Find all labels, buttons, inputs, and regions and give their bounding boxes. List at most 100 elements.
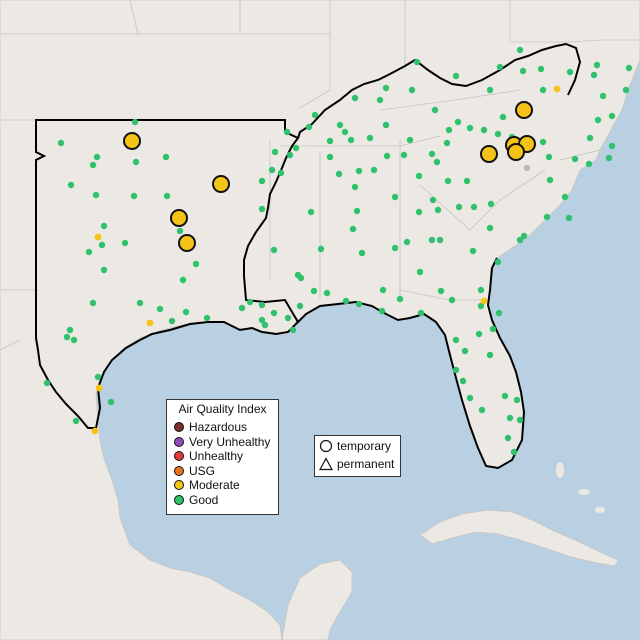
station-moderate-marker[interactable] xyxy=(95,384,103,392)
station-good-marker[interactable] xyxy=(342,297,350,305)
station-good-marker[interactable] xyxy=(489,325,497,333)
station-good-marker[interactable] xyxy=(594,116,602,124)
station-good-marker[interactable] xyxy=(286,151,294,159)
station-good-marker[interactable] xyxy=(310,287,318,295)
station-good-marker[interactable] xyxy=(305,123,313,131)
station-good-marker[interactable] xyxy=(565,214,573,222)
station-good-marker[interactable] xyxy=(347,136,355,144)
station-good-marker[interactable] xyxy=(431,106,439,114)
temporary-monitor-moderate-marker[interactable] xyxy=(170,209,188,227)
station-good-marker[interactable] xyxy=(463,177,471,185)
station-good-marker[interactable] xyxy=(434,206,442,214)
station-good-marker[interactable] xyxy=(366,134,374,142)
station-good-marker[interactable] xyxy=(351,183,359,191)
station-good-marker[interactable] xyxy=(292,144,300,152)
station-good-marker[interactable] xyxy=(100,222,108,230)
station-good-marker[interactable] xyxy=(163,192,171,200)
station-good-marker[interactable] xyxy=(270,246,278,254)
station-good-marker[interactable] xyxy=(72,417,80,425)
station-good-marker[interactable] xyxy=(383,152,391,160)
station-good-marker[interactable] xyxy=(294,271,302,279)
station-good-marker[interactable] xyxy=(494,258,502,266)
station-good-marker[interactable] xyxy=(590,71,598,79)
station-good-marker[interactable] xyxy=(605,154,613,162)
station-good-marker[interactable] xyxy=(429,196,437,204)
station-good-marker[interactable] xyxy=(452,336,460,344)
station-good-marker[interactable] xyxy=(317,245,325,253)
station-good-marker[interactable] xyxy=(461,347,469,355)
station-good-marker[interactable] xyxy=(203,314,211,322)
station-good-marker[interactable] xyxy=(466,394,474,402)
station-good-marker[interactable] xyxy=(448,296,456,304)
station-good-marker[interactable] xyxy=(408,86,416,94)
station-good-marker[interactable] xyxy=(406,136,414,144)
station-good-marker[interactable] xyxy=(487,200,495,208)
station-good-marker[interactable] xyxy=(478,406,486,414)
station-good-marker[interactable] xyxy=(258,177,266,185)
station-moderate-marker[interactable] xyxy=(94,233,102,241)
station-good-marker[interactable] xyxy=(501,392,509,400)
station-good-marker[interactable] xyxy=(513,396,521,404)
station-good-marker[interactable] xyxy=(403,238,411,246)
station-good-marker[interactable] xyxy=(539,86,547,94)
station-good-marker[interactable] xyxy=(443,139,451,147)
station-good-marker[interactable] xyxy=(506,414,514,422)
station-good-marker[interactable] xyxy=(586,134,594,142)
station-good-marker[interactable] xyxy=(168,317,176,325)
station-good-marker[interactable] xyxy=(391,244,399,252)
station-good-marker[interactable] xyxy=(92,191,100,199)
station-moderate-marker[interactable] xyxy=(553,85,561,93)
station-good-marker[interactable] xyxy=(415,208,423,216)
station-good-marker[interactable] xyxy=(504,434,512,442)
station-good-marker[interactable] xyxy=(182,308,190,316)
station-good-marker[interactable] xyxy=(98,241,106,249)
station-good-marker[interactable] xyxy=(353,207,361,215)
station-good-marker[interactable] xyxy=(516,236,524,244)
station-good-marker[interactable] xyxy=(258,316,266,324)
station-good-marker[interactable] xyxy=(537,65,545,73)
station-good-marker[interactable] xyxy=(382,84,390,92)
station-good-marker[interactable] xyxy=(469,247,477,255)
station-good-marker[interactable] xyxy=(480,126,488,134)
station-good-marker[interactable] xyxy=(477,302,485,310)
station-good-marker[interactable] xyxy=(391,193,399,201)
station-good-marker[interactable] xyxy=(593,61,601,69)
station-good-marker[interactable] xyxy=(417,309,425,317)
station-good-marker[interactable] xyxy=(486,224,494,232)
temporary-monitor-moderate-marker[interactable] xyxy=(178,234,196,252)
station-good-marker[interactable] xyxy=(270,309,278,317)
station-good-marker[interactable] xyxy=(428,150,436,158)
station-good-marker[interactable] xyxy=(436,236,444,244)
station-good-marker[interactable] xyxy=(238,304,246,312)
station-good-marker[interactable] xyxy=(539,138,547,146)
station-good-marker[interactable] xyxy=(416,268,424,276)
station-good-marker[interactable] xyxy=(268,166,276,174)
station-good-marker[interactable] xyxy=(486,86,494,94)
station-good-marker[interactable] xyxy=(70,336,78,344)
station-good-marker[interactable] xyxy=(466,124,474,132)
station-good-marker[interactable] xyxy=(121,239,129,247)
temporary-monitor-moderate-marker[interactable] xyxy=(123,132,141,150)
station-good-marker[interactable] xyxy=(444,177,452,185)
station-good-marker[interactable] xyxy=(516,416,524,424)
station-good-marker[interactable] xyxy=(378,307,386,315)
station-good-marker[interactable] xyxy=(400,151,408,159)
station-good-marker[interactable] xyxy=(162,153,170,161)
station-good-marker[interactable] xyxy=(625,64,633,72)
station-good-marker[interactable] xyxy=(89,161,97,169)
station-good-marker[interactable] xyxy=(335,170,343,178)
station-good-marker[interactable] xyxy=(271,148,279,156)
station-good-marker[interactable] xyxy=(156,305,164,313)
temporary-monitor-moderate-marker[interactable] xyxy=(480,145,498,163)
station-good-marker[interactable] xyxy=(326,153,334,161)
station-good-marker[interactable] xyxy=(258,205,266,213)
station-no-data-marker[interactable] xyxy=(523,164,531,172)
station-good-marker[interactable] xyxy=(341,128,349,136)
station-moderate-marker[interactable] xyxy=(146,319,154,327)
station-good-marker[interactable] xyxy=(566,68,574,76)
station-good-marker[interactable] xyxy=(622,86,630,94)
station-good-marker[interactable] xyxy=(486,351,494,359)
station-good-marker[interactable] xyxy=(89,299,97,307)
station-good-marker[interactable] xyxy=(355,300,363,308)
station-good-marker[interactable] xyxy=(63,333,71,341)
